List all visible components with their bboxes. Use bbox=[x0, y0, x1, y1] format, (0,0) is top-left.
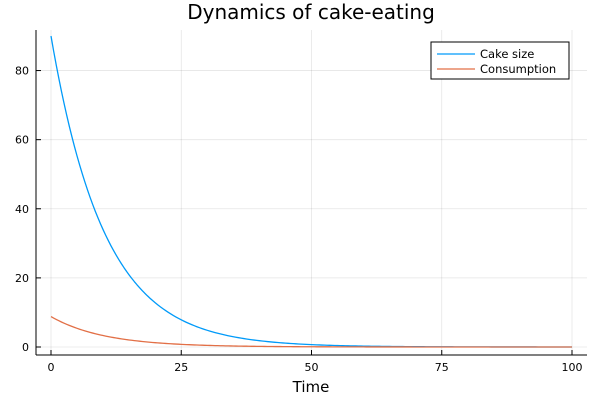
legend-label: Cake size bbox=[480, 47, 534, 61]
x-tick-label: 0 bbox=[48, 361, 55, 374]
x-tick-label: 50 bbox=[305, 361, 319, 374]
y-tick-label: 20 bbox=[15, 272, 29, 285]
y-tick-label: 40 bbox=[15, 203, 29, 216]
axes-frame bbox=[35, 30, 587, 356]
y-tick-label: 80 bbox=[15, 65, 29, 78]
legend-label: Consumption bbox=[480, 62, 556, 76]
tick-labels: 0 25 50 75 100 0 20 40 60 80 bbox=[15, 65, 583, 374]
y-tick-label: 60 bbox=[15, 134, 29, 147]
x-tick-label: 25 bbox=[174, 361, 188, 374]
x-tick-label: 100 bbox=[562, 361, 583, 374]
legend-box bbox=[430, 41, 570, 80]
series-line-consumption bbox=[50, 316, 572, 348]
y-tick-label: 0 bbox=[22, 341, 29, 354]
chart-title: Dynamics of cake-eating bbox=[187, 0, 435, 24]
series-lines bbox=[50, 35, 572, 348]
x-axis-label: Time bbox=[292, 378, 330, 396]
x-tick-label: 75 bbox=[435, 361, 449, 374]
